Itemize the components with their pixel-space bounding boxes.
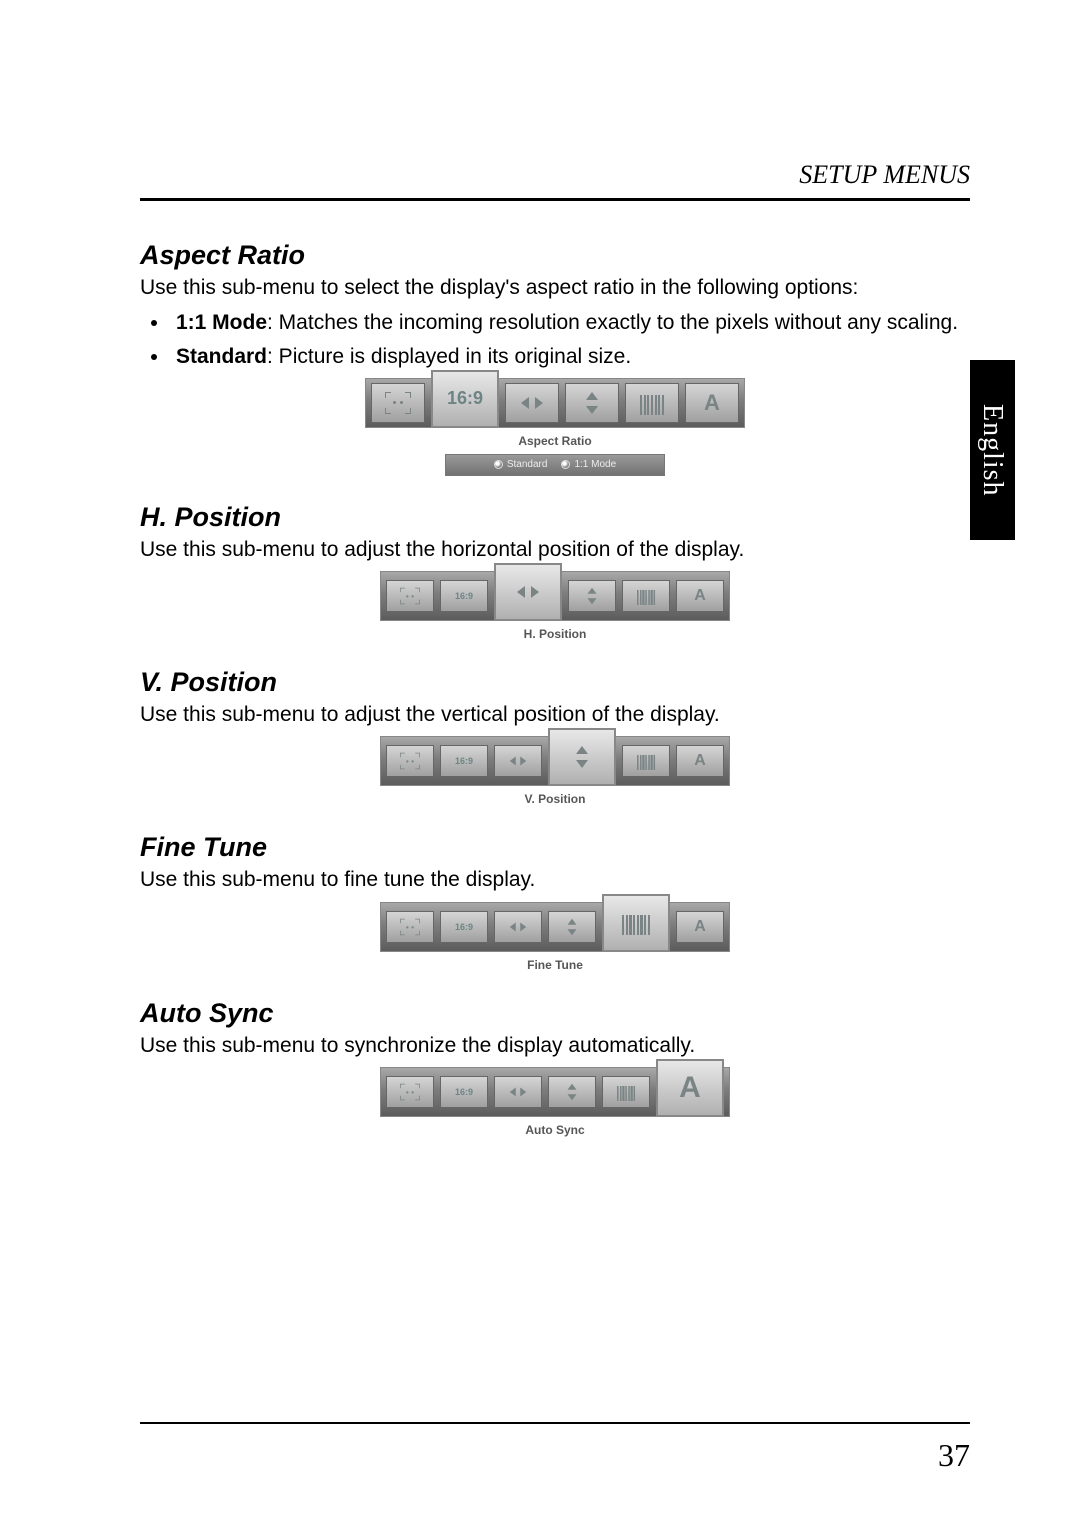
menu-item-hpos-icon[interactable] [494, 1076, 542, 1108]
menu-item-hpos-icon[interactable] [494, 745, 542, 777]
language-tab: English [970, 360, 1015, 540]
menu-item-hpos-icon[interactable] [505, 383, 559, 423]
text-hpos-intro: Use this sub-menu to adjust the horizont… [140, 537, 970, 563]
figure-auto-sync: 16:9 A Auto Sync [140, 1067, 970, 1137]
menu-item-autosync-icon[interactable]: A [685, 383, 739, 423]
page-number: 37 [938, 1437, 970, 1474]
opt-standard[interactable]: Standard [494, 459, 548, 470]
kw-standard: Standard [176, 345, 267, 368]
bullet-1-1-mode: 1:1 Mode: Matches the incoming resolutio… [170, 309, 970, 336]
label-h-position: H. Position [524, 627, 587, 641]
kw-1-1-mode: 1:1 Mode [176, 311, 267, 334]
menu-item-fit-icon[interactable] [386, 1076, 434, 1108]
menu-item-autosync-icon[interactable]: A [676, 745, 724, 777]
menu-item-hpos-icon[interactable] [494, 563, 562, 621]
menu-bar-aspect: 16:9 A [365, 378, 745, 428]
heading-fine-tune: Fine Tune [140, 832, 970, 863]
menu-item-fit-icon[interactable] [386, 911, 434, 943]
figure-v-position: 16:9 A V. Position [140, 736, 970, 806]
bullet-standard: Standard: Picture is displayed in its or… [170, 343, 970, 370]
menu-item-hpos-icon[interactable] [494, 911, 542, 943]
menu-item-finetune-icon[interactable] [602, 894, 670, 952]
text-vpos-intro: Use this sub-menu to adjust the vertical… [140, 702, 970, 728]
options-aspect: Standard 1:1 Mode [445, 454, 665, 476]
menu-item-fit-icon[interactable] [386, 745, 434, 777]
menu-bar-hpos: 16:9 A [380, 571, 730, 621]
menu-item-vpos-icon[interactable] [568, 580, 616, 612]
menu-item-vpos-icon[interactable] [565, 383, 619, 423]
text-auto-intro: Use this sub-menu to synchronize the dis… [140, 1033, 970, 1059]
heading-auto-sync: Auto Sync [140, 998, 970, 1029]
figure-h-position: 16:9 A H. Position [140, 571, 970, 641]
menu-item-16-9[interactable]: 16:9 [440, 911, 488, 943]
text-fine-intro: Use this sub-menu to fine tune the displ… [140, 867, 970, 893]
menu-item-16-9[interactable]: 16:9 [440, 1076, 488, 1108]
page-header-title: SETUP MENUS [140, 160, 970, 190]
text-aspect-intro: Use this sub-menu to select the display'… [140, 275, 970, 301]
menu-item-finetune-icon[interactable] [602, 1076, 650, 1108]
heading-h-position: H. Position [140, 502, 970, 533]
menu-item-16-9[interactable]: 16:9 [440, 745, 488, 777]
label-v-position: V. Position [525, 792, 586, 806]
menu-item-fit-icon[interactable] [386, 580, 434, 612]
menu-item-autosync-icon[interactable]: A [656, 1059, 724, 1117]
menu-item-vpos-icon[interactable] [548, 1076, 596, 1108]
label-fine-tune: Fine Tune [527, 958, 583, 972]
menu-item-autosync-icon[interactable]: A [676, 580, 724, 612]
menu-item-vpos-icon[interactable] [548, 911, 596, 943]
heading-aspect-ratio: Aspect Ratio [140, 240, 970, 271]
menu-item-16-9[interactable]: 16:9 [431, 370, 499, 428]
label-aspect-ratio: Aspect Ratio [518, 434, 591, 448]
footer-rule [140, 1422, 970, 1424]
menu-bar-fine: 16:9 A [380, 902, 730, 952]
menu-item-finetune-icon[interactable] [622, 745, 670, 777]
figure-fine-tune: 16:9 A Fine Tune [140, 902, 970, 972]
txt-1-1-mode: : Matches the incoming resolution exactl… [267, 311, 958, 334]
menu-bar-vpos: 16:9 A [380, 736, 730, 786]
txt-standard: : Picture is displayed in its original s… [267, 345, 631, 368]
header-rule [140, 198, 970, 201]
heading-v-position: V. Position [140, 667, 970, 698]
menu-item-finetune-icon[interactable] [622, 580, 670, 612]
menu-item-16-9[interactable]: 16:9 [440, 580, 488, 612]
opt-1-1-mode[interactable]: 1:1 Mode [561, 459, 616, 470]
figure-aspect-ratio: 16:9 A Aspect Ratio Standard 1:1 Mode [140, 378, 970, 476]
menu-bar-auto: 16:9 A [380, 1067, 730, 1117]
menu-item-fit-icon[interactable] [371, 383, 425, 423]
menu-item-vpos-icon[interactable] [548, 728, 616, 786]
label-auto-sync: Auto Sync [525, 1123, 584, 1137]
menu-item-autosync-icon[interactable]: A [676, 911, 724, 943]
menu-item-finetune-icon[interactable] [625, 383, 679, 423]
